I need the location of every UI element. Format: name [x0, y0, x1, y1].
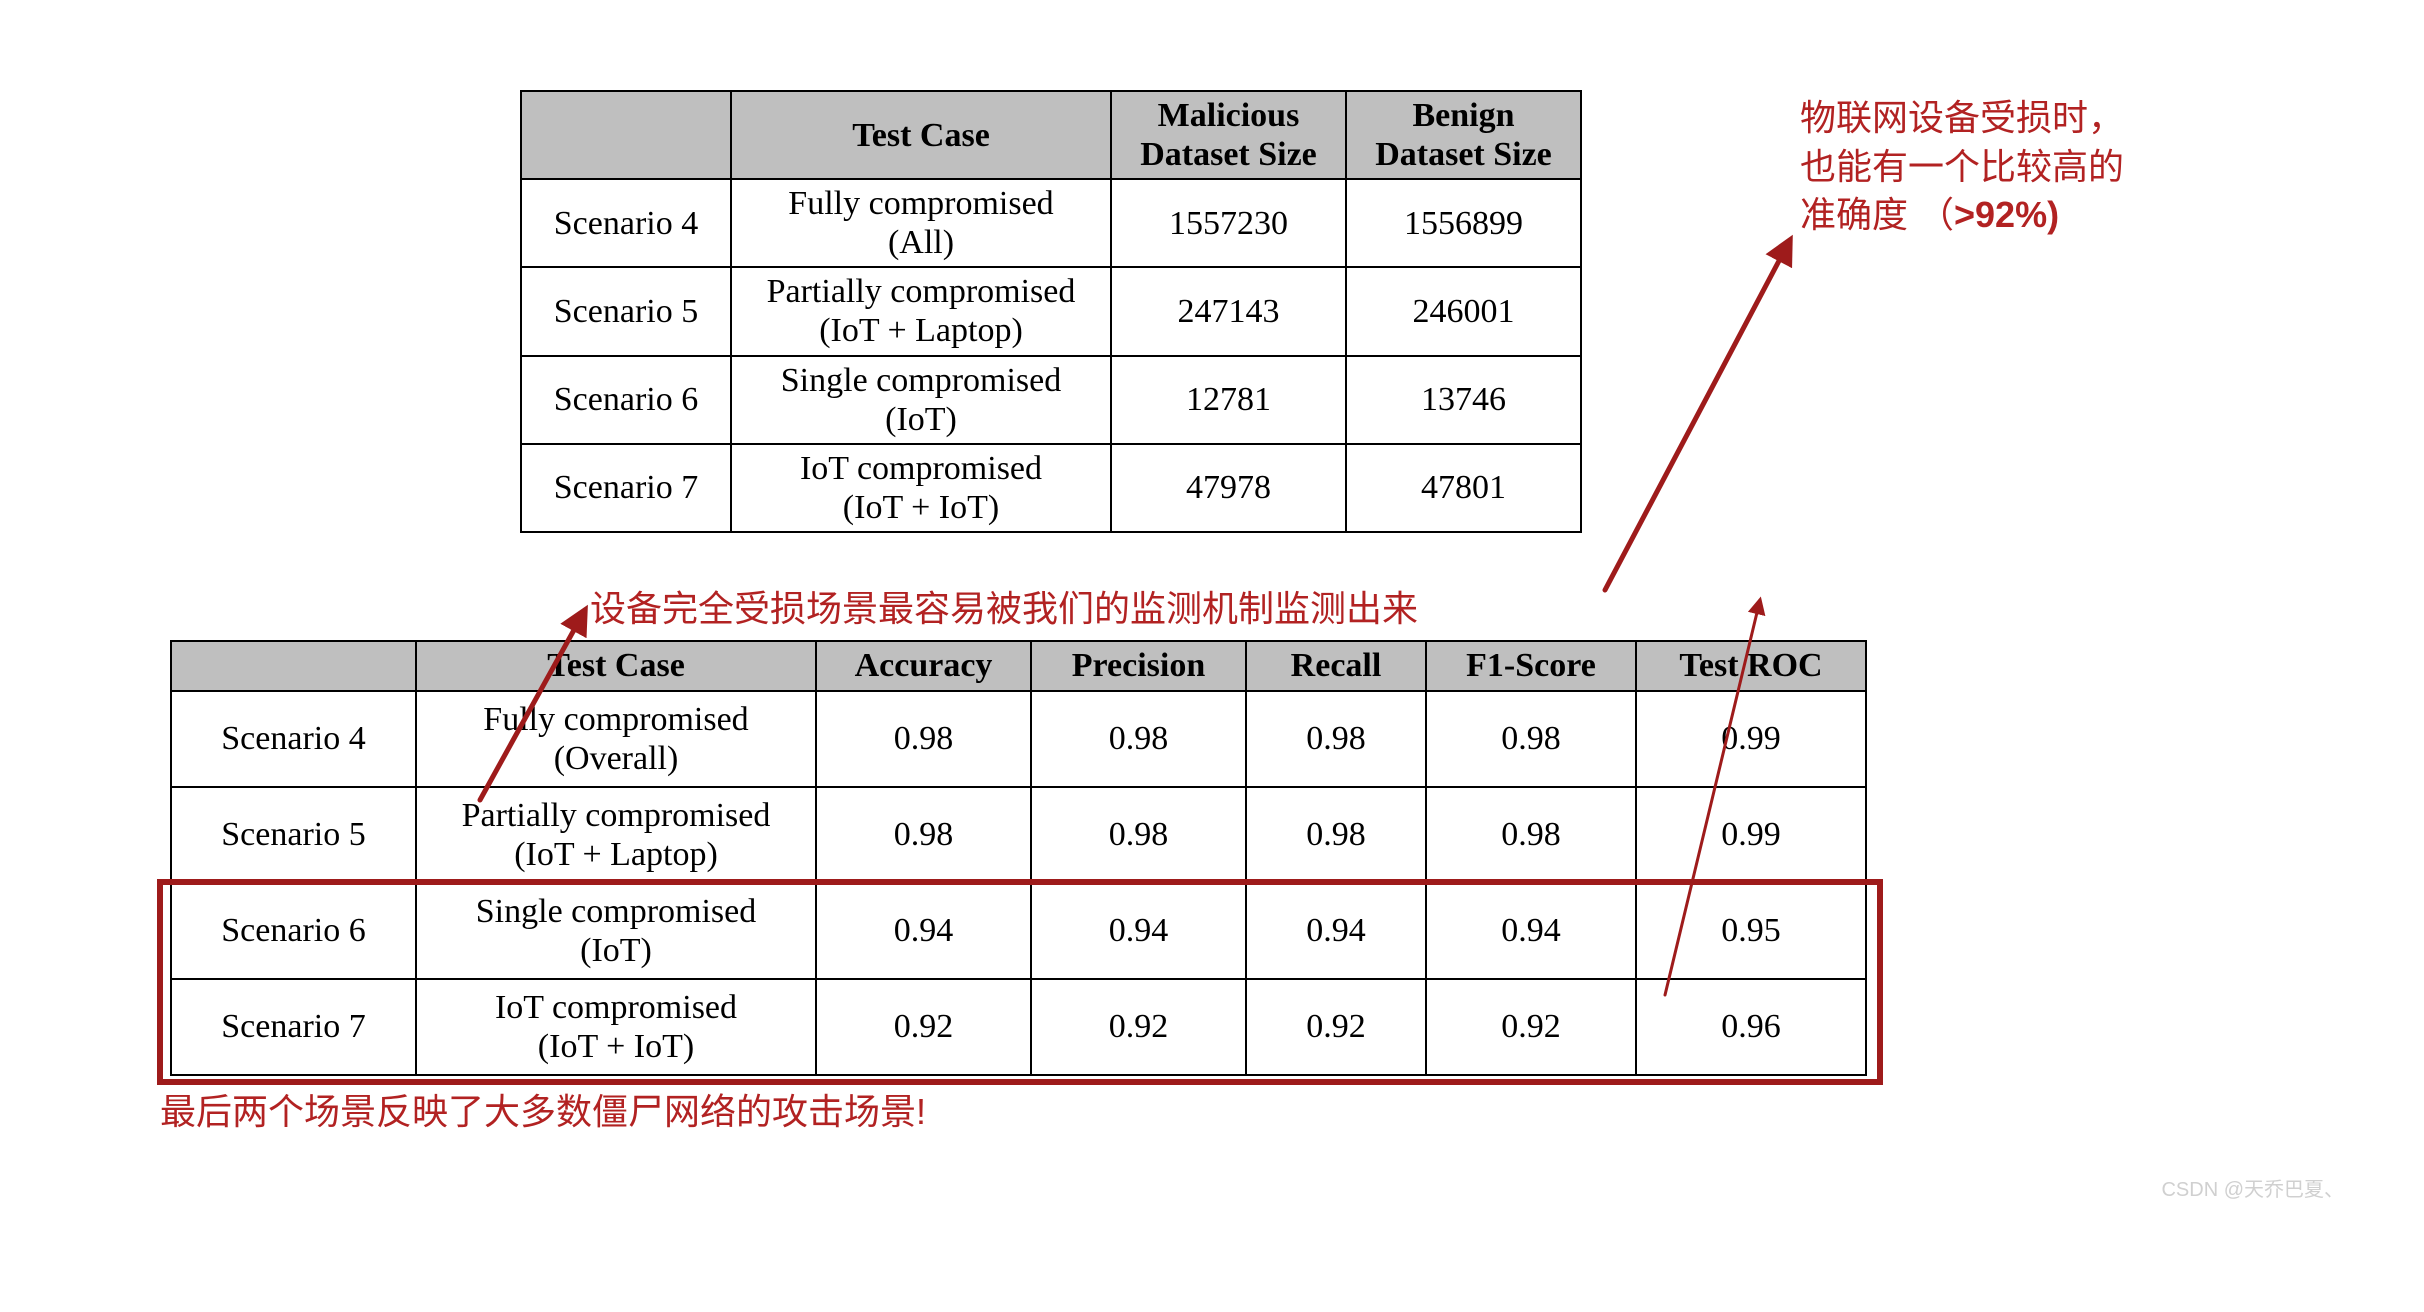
metrics-table-header-cell: Test Case — [416, 641, 816, 691]
metrics-table-cell: 0.98 — [1426, 787, 1636, 883]
metrics-table-cell: 0.98 — [1426, 691, 1636, 787]
metrics-table-cell: 0.98 — [1031, 691, 1246, 787]
metrics-table-cell: 0.98 — [1246, 787, 1426, 883]
dataset-table-cell: 1556899 — [1346, 179, 1581, 267]
dataset-table-cell: Scenario 7 — [521, 444, 731, 532]
dataset-table-cell: IoT compromised(IoT + IoT) — [731, 444, 1111, 532]
metrics-table-cell: 0.98 — [1246, 691, 1426, 787]
metrics-table-cell: 0.98 — [816, 691, 1031, 787]
metrics-table-cell: 0.94 — [816, 883, 1031, 979]
dataset-table-cell: 1557230 — [1111, 179, 1346, 267]
dataset-size-table: Test CaseMaliciousDataset SizeBenignData… — [520, 90, 1582, 533]
metrics-table-row: Scenario 5Partially compromised(IoT + La… — [171, 787, 1866, 883]
annotation-bottom: 最后两个场景反映了大多数僵尸网络的攻击场景! — [160, 1088, 926, 1137]
dataset-table-row: Scenario 5Partially compromised(IoT + La… — [521, 267, 1581, 355]
metrics-table-cell: Scenario 7 — [171, 979, 416, 1075]
dataset-table-row: Scenario 6Single compromised(IoT)1278113… — [521, 356, 1581, 444]
dataset-table-cell: Single compromised(IoT) — [731, 356, 1111, 444]
metrics-table-cell: 0.92 — [1426, 979, 1636, 1075]
annotation-right-line1: 物联网设备受损时， — [1800, 94, 2230, 143]
metrics-table-cell: Single compromised(IoT) — [416, 883, 816, 979]
metrics-table-cell: 0.94 — [1246, 883, 1426, 979]
metrics-table-cell: 0.92 — [1031, 979, 1246, 1075]
metrics-table-cell: 0.96 — [1636, 979, 1866, 1075]
metrics-table-cell: IoT compromised(IoT + IoT) — [416, 979, 816, 1075]
dataset-table-cell: Fully compromised(All) — [731, 179, 1111, 267]
dataset-table-cell: Scenario 5 — [521, 267, 731, 355]
metrics-table-cell: Fully compromised(Overall) — [416, 691, 816, 787]
dataset-table-cell: Scenario 6 — [521, 356, 731, 444]
dataset-table-header-cell: Test Case — [731, 91, 1111, 179]
dataset-table-cell: 12781 — [1111, 356, 1346, 444]
metrics-table-cell: 0.92 — [1246, 979, 1426, 1075]
metrics-table-cell: 0.95 — [1636, 883, 1866, 979]
annotation-right: 物联网设备受损时， 也能有一个比较高的 准确度 （>92%) — [1800, 94, 2230, 240]
dataset-table-cell: Scenario 4 — [521, 179, 731, 267]
watermark: CSDN @天乔巴夏、 — [2161, 1173, 2344, 1202]
dataset-table-cell: 13746 — [1346, 356, 1581, 444]
dataset-table-header-cell — [521, 91, 731, 179]
metrics-table-row: Scenario 6Single compromised(IoT)0.940.9… — [171, 883, 1866, 979]
metrics-table-header-cell: Precision — [1031, 641, 1246, 691]
dataset-table-cell: 47978 — [1111, 444, 1346, 532]
metrics-table-cell: 0.98 — [1031, 787, 1246, 883]
metrics-table-header-cell: F1-Score — [1426, 641, 1636, 691]
dataset-table-header-cell: MaliciousDataset Size — [1111, 91, 1346, 179]
annotation-right-line3: 准确度 （>92%) — [1800, 191, 2230, 240]
dataset-table-cell: 247143 — [1111, 267, 1346, 355]
annotation-arrow — [1605, 240, 1790, 590]
metrics-table-cell: 0.98 — [816, 787, 1031, 883]
dataset-table-header-cell: BenignDataset Size — [1346, 91, 1581, 179]
dataset-table-cell: 47801 — [1346, 444, 1581, 532]
metrics-table-cell: Partially compromised(IoT + Laptop) — [416, 787, 816, 883]
annotation-right-line2: 也能有一个比较高的 — [1800, 143, 2230, 192]
dataset-table-cell: 246001 — [1346, 267, 1581, 355]
metrics-table-header-cell: Recall — [1246, 641, 1426, 691]
metrics-table-cell: 0.92 — [816, 979, 1031, 1075]
dataset-table-row: Scenario 7IoT compromised(IoT + IoT)4797… — [521, 444, 1581, 532]
metrics-table-cell: Scenario 5 — [171, 787, 416, 883]
metrics-table-row: Scenario 7IoT compromised(IoT + IoT)0.92… — [171, 979, 1866, 1075]
metrics-table-cell: 0.99 — [1636, 787, 1866, 883]
metrics-table-cell: 0.99 — [1636, 691, 1866, 787]
metrics-table-cell: 0.94 — [1031, 883, 1246, 979]
metrics-table-row: Scenario 4Fully compromised(Overall)0.98… — [171, 691, 1866, 787]
dataset-table-cell: Partially compromised(IoT + Laptop) — [731, 267, 1111, 355]
annotation-middle: 设备完全受损场景最容易被我们的监测机制监测出来 — [590, 585, 1418, 634]
metrics-table-cell: Scenario 6 — [171, 883, 416, 979]
dataset-table-row: Scenario 4Fully compromised(All)15572301… — [521, 179, 1581, 267]
metrics-table-cell: Scenario 4 — [171, 691, 416, 787]
metrics-table-header-cell: Test ROC — [1636, 641, 1866, 691]
metrics-table-cell: 0.94 — [1426, 883, 1636, 979]
metrics-table-header-cell — [171, 641, 416, 691]
metrics-table: Test CaseAccuracyPrecisionRecallF1-Score… — [170, 640, 1867, 1076]
metrics-table-header-cell: Accuracy — [816, 641, 1031, 691]
